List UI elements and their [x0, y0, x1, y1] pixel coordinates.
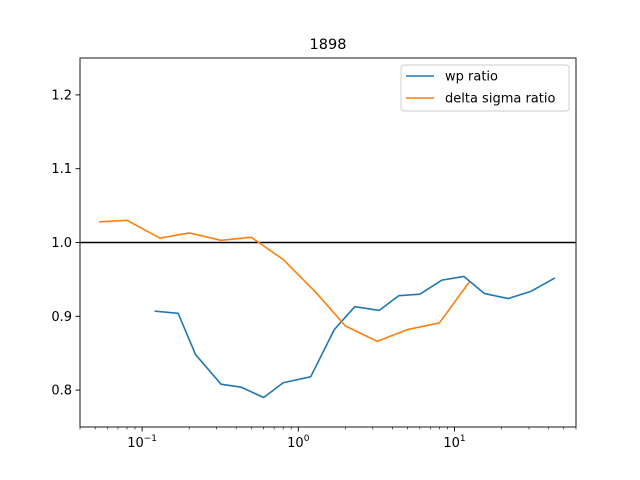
x-tick-label: 10−1	[127, 434, 157, 451]
y-tick-label: 1.1	[51, 162, 72, 177]
series-line-delta-sigma-ratio	[99, 219, 471, 343]
legend-box	[400, 64, 570, 112]
y-tick-label: 0.8	[51, 384, 72, 399]
plot-area	[80, 219, 576, 399]
y-tick-label: 0.9	[51, 310, 72, 325]
y-tick-label: 1.2	[51, 88, 72, 103]
y-tick-label: 1.0	[51, 236, 72, 251]
series-line-wp-ratio	[154, 275, 556, 399]
x-tick-label: 101	[443, 434, 465, 451]
legend-label: wp ratio	[445, 70, 498, 85]
x-tick-label: 100	[287, 434, 310, 451]
axes: 10−1 100 101 0.8 0.9 1.0 1.1 1.2	[51, 57, 577, 451]
legend-label: delta sigma ratio	[445, 92, 555, 107]
chart-title: 1898	[310, 37, 347, 53]
legend: wp ratio delta sigma ratio	[400, 64, 570, 112]
